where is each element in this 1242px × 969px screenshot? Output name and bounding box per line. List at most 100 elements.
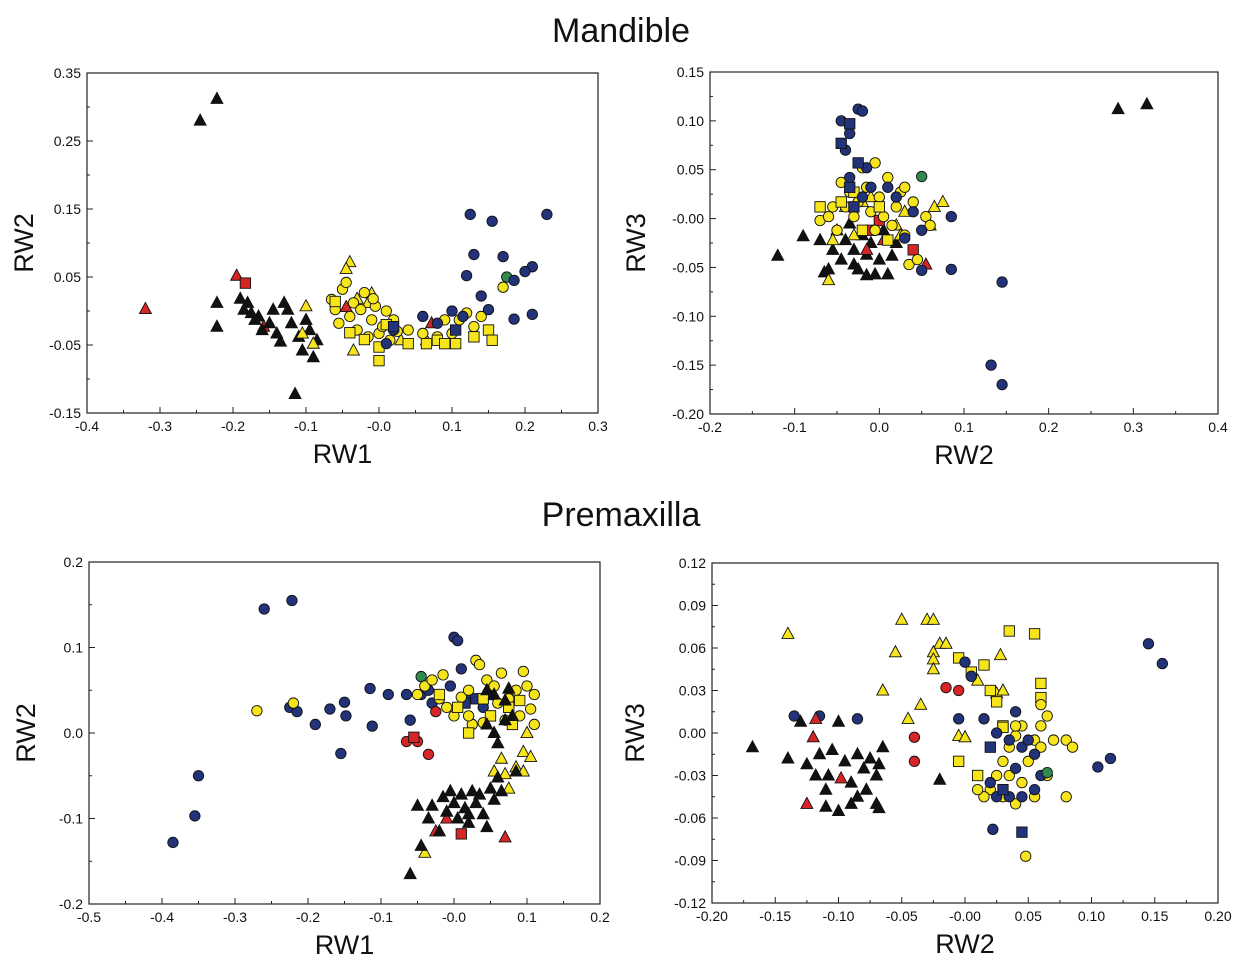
data-point-circle: [528, 688, 540, 701]
data-point-triangle: [299, 298, 313, 312]
data-point-triangle: [796, 228, 810, 242]
data-point-circle: [916, 170, 928, 183]
plot-frame: [709, 71, 1219, 415]
data-point-circle: [286, 594, 298, 607]
data-point-circle: [468, 248, 480, 261]
data-point-triangle: [819, 782, 833, 795]
data-point-circle: [1066, 741, 1079, 753]
data-point-circle: [455, 663, 467, 675]
data-point-triangle: [494, 783, 509, 797]
data-point-triangle: [1111, 101, 1125, 115]
data-point-circle: [475, 310, 487, 323]
data-point-triangle: [826, 242, 840, 255]
x-axis-label: RW1: [313, 439, 373, 469]
data-point-triangle: [480, 717, 494, 730]
data-point-square: [835, 137, 847, 149]
data-point-circle: [945, 210, 957, 223]
data-point-triangle: [306, 349, 321, 363]
data-point-triangle: [932, 772, 947, 785]
data-point-circle: [1003, 734, 1015, 746]
data-point-circle: [287, 697, 300, 709]
data-point-circle: [890, 191, 902, 203]
x-tick-label: -0.1: [783, 419, 807, 435]
x-tick-label: 0.15: [1141, 908, 1168, 924]
data-point-triangle: [284, 315, 299, 329]
x-tick-label: -0.3: [148, 418, 172, 434]
data-point-circle: [426, 674, 438, 686]
x-axis-label: RW2: [934, 440, 994, 470]
data-point-triangle: [476, 806, 490, 820]
y-tick-label: 0.15: [677, 64, 704, 80]
data-point-square: [972, 769, 984, 782]
data-point-circle: [911, 253, 924, 266]
data-point-triangle: [487, 725, 501, 739]
data-point-circle: [997, 755, 1009, 767]
y-tick-label: -0.15: [672, 357, 704, 373]
data-point-triangle: [432, 823, 447, 837]
y-tick-label: 0.10: [677, 113, 704, 129]
scatter-points: [745, 612, 1168, 862]
x-tick-label: -0.1: [369, 909, 393, 925]
data-point-circle: [882, 171, 894, 184]
data-point-square: [408, 731, 420, 743]
data-point-circle: [882, 181, 894, 193]
data-point-triangle: [233, 291, 248, 304]
data-point-circle: [945, 263, 957, 276]
data-point-square: [997, 784, 1009, 796]
data-point-triangle: [939, 636, 953, 649]
data-point-triangle: [210, 319, 224, 332]
data-point-triangle: [872, 800, 886, 814]
data-point-circle: [851, 713, 864, 725]
data-point-triangle: [781, 626, 795, 639]
data-point-triangle: [266, 302, 280, 315]
data-point-circle: [1092, 761, 1104, 773]
data-point-triangle: [465, 783, 480, 797]
data-point-triangle: [461, 806, 476, 820]
data-point-circle: [347, 297, 360, 309]
data-point-triangle: [808, 711, 823, 724]
y-tick-label: 0.06: [679, 640, 706, 656]
y-axis-label: RW3: [621, 213, 651, 273]
data-point-triangle: [800, 796, 814, 809]
data-point-circle: [978, 791, 990, 803]
data-point-circle: [497, 281, 509, 293]
x-tick-label: -0.2: [698, 419, 722, 435]
data-point-circle: [1041, 767, 1053, 779]
x-tick-label: 0.2: [1039, 419, 1059, 435]
x-tick-label: 0.2: [590, 909, 610, 925]
premaxilla-section-title: Premaxilla: [541, 496, 701, 534]
x-tick-label: 0.3: [588, 418, 608, 434]
data-point-square: [907, 244, 919, 256]
data-point-triangle: [894, 612, 909, 625]
data-point-circle: [358, 286, 371, 299]
data-point-triangle: [491, 735, 505, 749]
data-point-circle: [996, 379, 1008, 391]
data-point-triangle: [1140, 96, 1154, 110]
data-point-circle: [822, 210, 835, 223]
data-point-circle: [431, 317, 444, 329]
data-point-circle: [437, 669, 449, 681]
data-point-triangle: [255, 322, 269, 336]
data-point-triangle: [498, 693, 512, 706]
data-point-triangle: [439, 804, 454, 817]
y-tick-label: 0.15: [54, 201, 81, 217]
data-point-triangle: [483, 781, 498, 794]
data-point-square: [420, 337, 433, 350]
data-point-triangle: [418, 845, 432, 858]
data-point-triangle: [881, 266, 895, 280]
y-tick-label: -0.05: [672, 259, 704, 275]
data-point-square: [402, 337, 414, 350]
y-tick-label: -0.09: [674, 853, 706, 869]
data-point-triangle: [838, 753, 852, 767]
data-point-triangle: [237, 302, 251, 315]
x-tick-label: -0.2: [221, 418, 245, 434]
data-point-triangle: [295, 342, 310, 356]
data-point-square: [984, 741, 996, 753]
data-point-circle: [422, 748, 435, 761]
data-point-square: [984, 684, 996, 697]
data-point-triangle: [872, 252, 887, 265]
x-tick-label: -0.4: [150, 909, 174, 925]
data-point-circle: [1020, 850, 1032, 862]
data-point-triangle: [834, 252, 848, 265]
data-point-circle: [1016, 791, 1028, 803]
